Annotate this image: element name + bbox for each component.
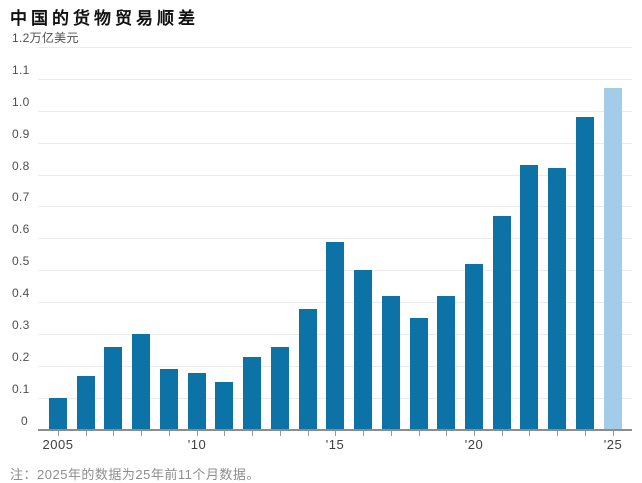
bar-2017[interactable] bbox=[382, 296, 400, 430]
bar-2012[interactable] bbox=[243, 357, 261, 430]
bar-2010[interactable] bbox=[188, 373, 206, 430]
y-axis-label-1.1: 1.1 bbox=[12, 63, 34, 79]
bar-2025[interactable] bbox=[604, 88, 622, 430]
bar-2008[interactable] bbox=[132, 334, 150, 430]
x-axis-tick-2008 bbox=[141, 431, 142, 436]
bar-2013[interactable] bbox=[271, 347, 289, 430]
x-axis-tick-2019 bbox=[446, 431, 447, 436]
bar-2016[interactable] bbox=[354, 270, 372, 430]
y-axis-label-0: 0 bbox=[21, 414, 32, 430]
x-axis-tick-2014 bbox=[308, 431, 309, 436]
bar-2020[interactable] bbox=[465, 264, 483, 430]
x-axis-tick-2024 bbox=[585, 431, 586, 436]
x-axis-tick-2009 bbox=[169, 431, 170, 436]
y-axis-label-0.1: 0.1 bbox=[12, 382, 34, 398]
x-axis-tick-2017 bbox=[391, 431, 392, 436]
bar-2019[interactable] bbox=[437, 296, 455, 430]
bar-2015[interactable] bbox=[326, 242, 344, 430]
y-axis-label-1.0: 1.0 bbox=[12, 95, 34, 111]
bar-2009[interactable] bbox=[160, 369, 178, 430]
bar-2005[interactable] bbox=[49, 398, 67, 430]
x-axis-tick-2013 bbox=[280, 431, 281, 436]
bar-2024[interactable] bbox=[576, 117, 594, 430]
gridline-0.6 bbox=[38, 238, 632, 239]
x-axis-tick-2020 bbox=[474, 431, 475, 436]
x-axis-label-2005: 2005 bbox=[42, 437, 74, 452]
x-axis-tick-2025 bbox=[613, 431, 614, 436]
x-axis-tick-2012 bbox=[252, 431, 253, 436]
x-axis-tick-2018 bbox=[419, 431, 420, 436]
x-axis-label-2010: '10 bbox=[187, 437, 207, 452]
x-axis-tick-2023 bbox=[557, 431, 558, 436]
y-axis-label-0.5: 0.5 bbox=[12, 254, 34, 270]
y-axis-label-0.7: 0.7 bbox=[12, 190, 34, 206]
bar-2022[interactable] bbox=[520, 165, 538, 430]
x-axis-tick-2021 bbox=[502, 431, 503, 436]
x-axis-tick-2016 bbox=[363, 431, 364, 436]
y-axis-label-0.4: 0.4 bbox=[12, 286, 34, 302]
bar-2007[interactable] bbox=[104, 347, 122, 430]
y-axis-label-0.2: 0.2 bbox=[12, 350, 34, 366]
x-axis-tick-2022 bbox=[529, 431, 530, 436]
y-axis-label-0.3: 0.3 bbox=[12, 318, 34, 334]
y-axis-label-1.2: 1.2万亿美元 bbox=[12, 31, 83, 47]
x-axis-line bbox=[38, 429, 632, 431]
x-axis-tick-2007 bbox=[113, 431, 114, 436]
y-axis-label-0.6: 0.6 bbox=[12, 222, 34, 238]
chart-title: 中国的货物贸易顺差 bbox=[10, 9, 199, 28]
x-axis-tick-2011 bbox=[224, 431, 225, 436]
y-axis-label-0.9: 0.9 bbox=[12, 127, 34, 143]
x-axis-tick-2010 bbox=[197, 431, 198, 436]
x-axis-label-2015: '15 bbox=[325, 437, 345, 452]
bar-2014[interactable] bbox=[299, 309, 317, 430]
gridline-1.2 bbox=[38, 47, 632, 48]
x-axis-tick-2005 bbox=[58, 431, 59, 436]
bar-2018[interactable] bbox=[410, 318, 428, 430]
bar-2023[interactable] bbox=[548, 168, 566, 430]
gridline-1.0 bbox=[38, 111, 632, 112]
bar-2021[interactable] bbox=[493, 216, 511, 430]
gridline-0.8 bbox=[38, 175, 632, 176]
gridline-0.9 bbox=[38, 143, 632, 144]
x-axis-label-2025: '25 bbox=[603, 437, 623, 452]
gridline-1.1 bbox=[38, 79, 632, 80]
chart-footnote: 注：2025年的数据为25年前11个月数据。 bbox=[10, 467, 260, 482]
bar-2011[interactable] bbox=[215, 382, 233, 430]
x-axis-label-2020: '20 bbox=[464, 437, 484, 452]
y-axis-label-0.8: 0.8 bbox=[12, 159, 34, 175]
bar-2006[interactable] bbox=[77, 376, 95, 430]
x-axis-tick-2006 bbox=[86, 431, 87, 436]
gridline-0.7 bbox=[38, 206, 632, 207]
x-axis-tick-2015 bbox=[335, 431, 336, 436]
